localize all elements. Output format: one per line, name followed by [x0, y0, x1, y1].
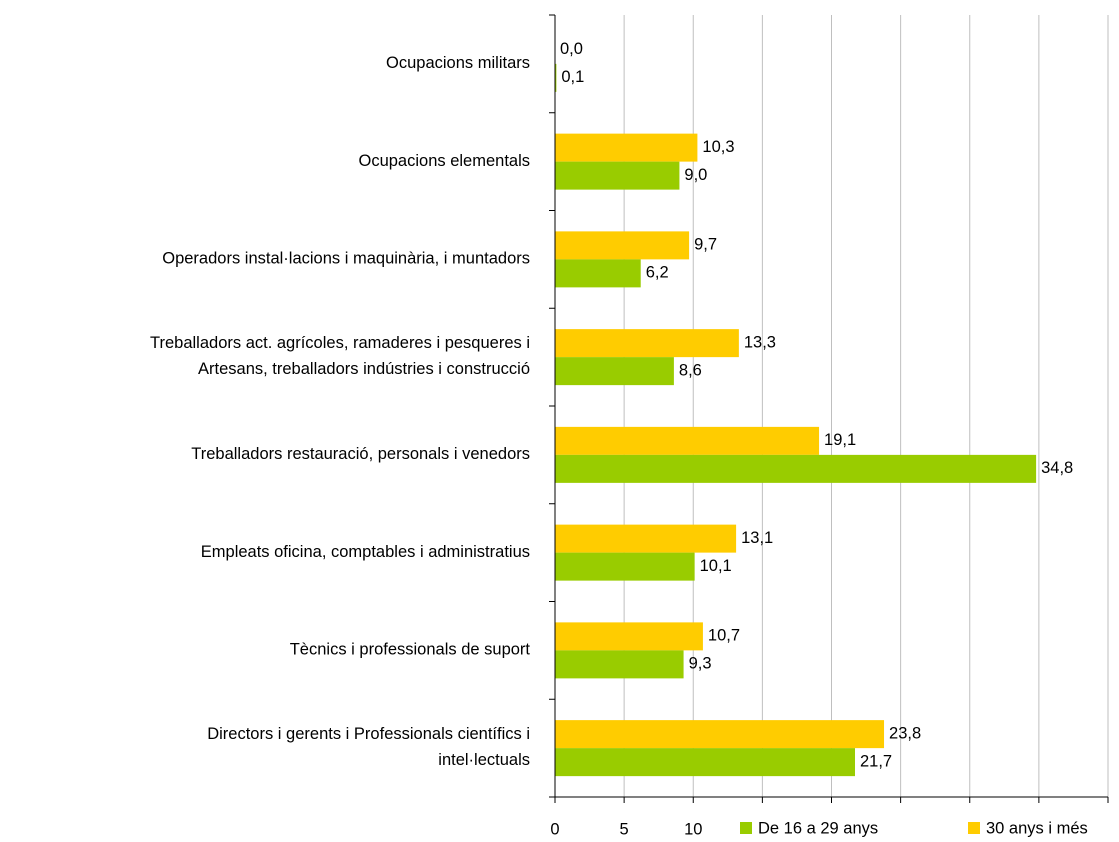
legend-label: 30 anys i més	[986, 819, 1088, 837]
data-label: 0,1	[561, 68, 584, 86]
data-label: 0,0	[560, 40, 583, 58]
bar	[555, 720, 885, 749]
bar	[555, 259, 641, 288]
data-label: 9,7	[694, 236, 717, 254]
data-label: 10,7	[708, 627, 740, 645]
x-tick-label: 0	[550, 820, 559, 838]
category-label: Operadors instal·lacions i maquinària, i…	[162, 250, 530, 268]
bar	[555, 426, 820, 455]
data-label: 6,2	[646, 264, 669, 282]
category-label: Ocupacions militars	[386, 54, 530, 72]
bar	[555, 231, 690, 260]
category-label: Treballadors restauració, personals i ve…	[191, 445, 530, 463]
bar	[555, 524, 737, 553]
bar	[555, 63, 557, 92]
data-label: 23,8	[889, 724, 921, 742]
category-label: Empleats oficina, comptables i administr…	[201, 543, 530, 561]
data-label: 10,3	[702, 138, 734, 156]
legend-swatch	[968, 822, 980, 834]
bar	[555, 357, 674, 386]
x-tick-label: 5	[620, 820, 629, 838]
bar	[555, 748, 856, 777]
data-label: 34,8	[1041, 459, 1073, 477]
data-label: 9,0	[684, 166, 707, 184]
data-label: 10,1	[700, 557, 732, 575]
data-label: 8,6	[679, 361, 702, 379]
legend	[728, 812, 1119, 842]
data-label: 13,3	[744, 333, 776, 351]
data-label: 21,7	[860, 752, 892, 770]
bar	[555, 329, 739, 358]
category-label: Tècnics i professionals de suport	[290, 641, 531, 659]
x-tick-label: 10	[684, 820, 702, 838]
bar	[555, 133, 698, 162]
legend-label: De 16 a 29 anys	[758, 819, 878, 837]
bar	[555, 161, 680, 190]
data-label: 19,1	[824, 431, 856, 449]
bar	[555, 552, 695, 581]
bar	[555, 650, 684, 679]
bar	[555, 454, 1037, 483]
data-label: 13,1	[741, 529, 773, 547]
bar	[555, 622, 703, 651]
data-label: 9,3	[689, 655, 712, 673]
category-label: Treballadors act. agrícoles, ramaderes i…	[150, 334, 530, 378]
legend-swatch	[740, 822, 752, 834]
category-label: Ocupacions elementals	[358, 152, 530, 170]
category-label: Directors i gerents i Professionals cien…	[207, 725, 530, 769]
